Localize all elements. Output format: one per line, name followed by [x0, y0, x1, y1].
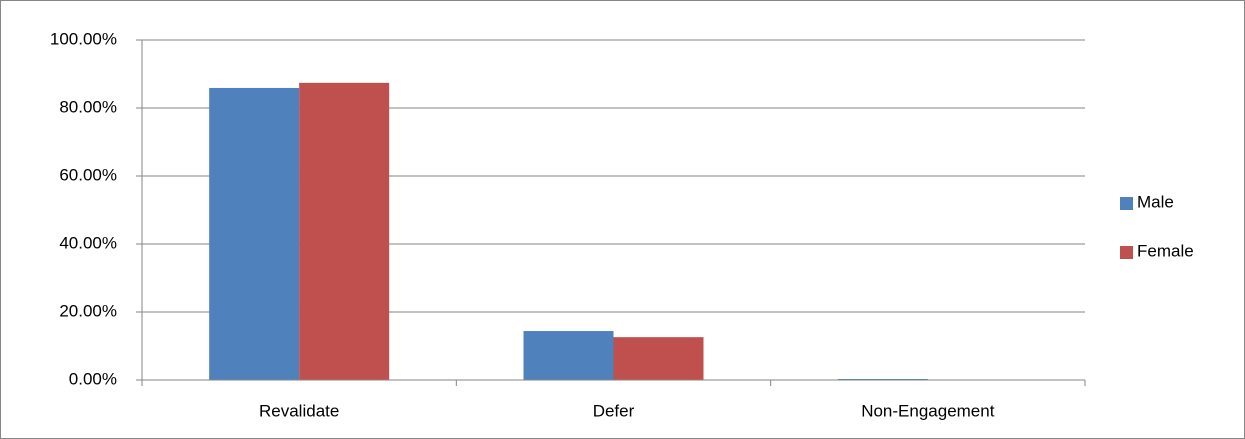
legend-swatch [1120, 197, 1133, 210]
bar [523, 331, 614, 380]
legend-label: Male [1137, 192, 1174, 211]
y-tick-label: 60.00% [59, 165, 117, 184]
x-tick-label: Defer [593, 401, 635, 420]
y-tick-label: 0.00% [69, 369, 117, 388]
bar [613, 337, 704, 380]
x-tick-label: Non-Engagement [861, 401, 995, 420]
y-tick-label: 80.00% [59, 97, 117, 116]
x-tick-label: Revalidate [259, 401, 339, 420]
legend-label: Female [1137, 241, 1194, 260]
y-tick-label: 40.00% [59, 233, 117, 252]
bar [209, 87, 300, 380]
legend-swatch [1120, 246, 1133, 259]
bar [299, 82, 390, 380]
y-tick-label: 100.00% [50, 29, 117, 48]
y-tick-label: 20.00% [59, 301, 117, 320]
bar [837, 378, 928, 380]
